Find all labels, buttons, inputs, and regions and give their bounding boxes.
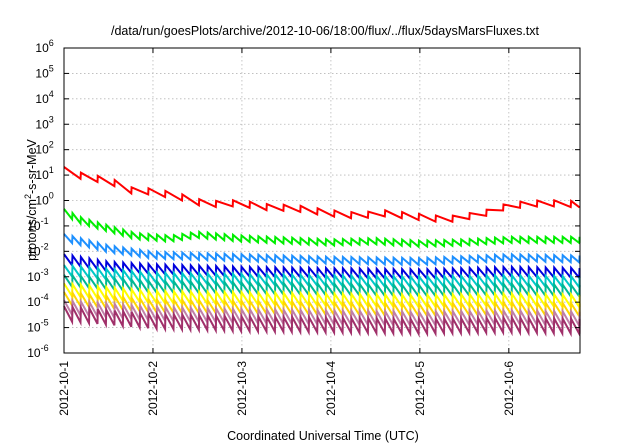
x-tick-label: 2012-10-5 — [413, 361, 427, 416]
chart-title: /data/run/goesPlots/archive/2012-10-06/1… — [111, 24, 540, 38]
series-line-2 — [63, 208, 581, 249]
data-series — [63, 166, 581, 338]
y-tick-label: 103 — [35, 114, 53, 131]
y-axis-ticks: 10-6 10-5 10-4 10-3 10-2 10-1 100 101 102 103 104 1… — [27, 38, 580, 360]
x-tick-label: 2012-10-2 — [146, 361, 160, 416]
y-axis-label: protons/cm2-s-sr-MeV — [23, 138, 39, 260]
x-axis-label: Coordinated Universal Time (UTC) — [227, 429, 419, 443]
y-tick-label: 102 — [35, 140, 53, 157]
y-tick-label: 100 — [35, 191, 53, 208]
series-line-7 — [63, 280, 581, 311]
x-axis-ticks: 2012-10-1 2012-10-2 2012-10-3 2012-10-4 2012… — [57, 48, 516, 416]
x-tick-label: 2012-10-1 — [57, 361, 71, 416]
x-tick-label: 2012-10-6 — [502, 361, 516, 416]
x-tick-label: 2012-10-3 — [235, 361, 249, 416]
series-line-4 — [63, 252, 581, 282]
y-tick-label: 10-4 — [27, 292, 48, 309]
y-tick-label: 10-5 — [27, 318, 48, 335]
series-line-6 — [63, 272, 581, 300]
y-tick-label: 10-1 — [27, 216, 48, 233]
series-line-3 — [63, 233, 581, 267]
y-tick-label: 10-6 — [27, 343, 48, 360]
y-tick-label: 105 — [35, 63, 53, 80]
y-tick-label: 106 — [35, 38, 53, 55]
grid-lines — [64, 48, 580, 353]
series-line-1 — [63, 166, 581, 224]
series-line-5 — [63, 262, 581, 291]
series-line-10 — [63, 303, 581, 338]
y-tick-label: 10-3 — [27, 267, 48, 284]
y-tick-label: 101 — [35, 165, 53, 182]
y-tick-label: 10-2 — [27, 241, 48, 258]
x-tick-label: 2012-10-4 — [324, 361, 338, 416]
y-tick-label: 104 — [35, 89, 53, 106]
